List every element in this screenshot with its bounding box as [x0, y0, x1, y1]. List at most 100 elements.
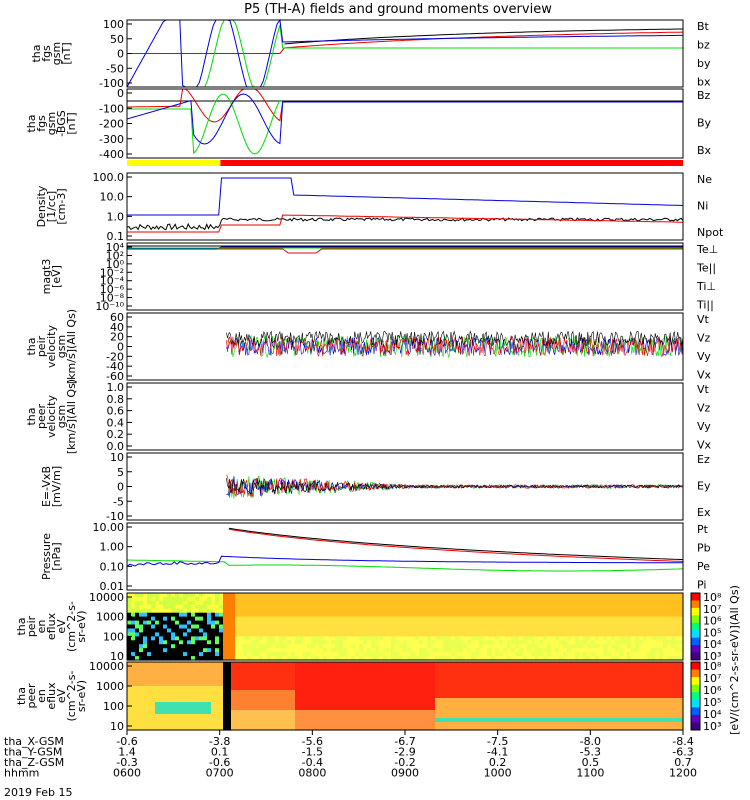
spectrogram-cell: [187, 648, 192, 653]
spectrogram-cell: [151, 616, 156, 622]
spectrogram-cell: [131, 616, 136, 622]
spectrogram-cell: [371, 612, 376, 618]
spectrogram-cell: [491, 608, 496, 614]
spectrogram-cell: [183, 682, 188, 687]
spectrogram-cell: [543, 596, 548, 602]
spectrogram-cell: [431, 636, 436, 641]
spectrogram-cell: [211, 678, 216, 683]
spectrogram-cell: [415, 682, 420, 687]
spectrogram-cell: [343, 698, 348, 703]
spectrogram-cell: [551, 722, 556, 727]
spectrogram-cell: [235, 722, 240, 727]
spectrogram-cell: [615, 593, 620, 598]
spectrogram-cell: [483, 644, 488, 649]
spectrogram-cell: [411, 690, 416, 695]
spectrogram-cell: [171, 632, 176, 637]
spectrogram-cell: [635, 628, 640, 633]
spectrogram-cell: [559, 690, 564, 695]
spectrogram-cell: [643, 604, 648, 610]
spectrogram-cell: [623, 678, 628, 683]
spectrogram-cell: [143, 686, 148, 691]
spectrogram-cell: [543, 616, 548, 622]
spectrogram-cell: [515, 670, 520, 675]
spectrogram-cell: [175, 678, 180, 683]
spectrogram-cell: [631, 593, 636, 598]
spectrogram-cell: [455, 682, 460, 687]
spectrogram-cell: [131, 652, 136, 657]
spectrogram-cell: [611, 636, 616, 641]
spectrogram-cell: [483, 628, 488, 633]
spectrogram-cell: [139, 632, 144, 637]
spectrogram-cell: [207, 662, 212, 667]
spectrogram-cell: [295, 710, 300, 715]
spectrogram-cell: [227, 616, 232, 622]
spectrogram-cell: [211, 620, 216, 626]
spectrogram-cell: [539, 674, 544, 679]
spectrogram-cell: [227, 593, 232, 598]
spectrogram-cells: [127, 662, 684, 731]
spectrogram-cell: [651, 616, 656, 622]
spectrogram-cell: [171, 620, 176, 626]
spectrogram-cell: [535, 706, 540, 711]
spectrogram-cell: [367, 690, 372, 695]
spectrogram-cell: [511, 678, 516, 683]
spectrogram-cell: [467, 702, 472, 707]
spectrogram-cell: [587, 600, 592, 606]
spectrogram-cell: [463, 632, 468, 637]
spectrogram-cell: [339, 596, 344, 602]
y-tick-label: 0.6: [107, 405, 125, 418]
spectrogram-cell: [203, 652, 208, 657]
spectrogram-cell: [243, 662, 248, 667]
spectrogram-cell: [519, 662, 524, 667]
spectrogram-cell: [643, 726, 648, 731]
spectrogram-cell: [375, 624, 380, 629]
spectrogram-cell: [383, 616, 388, 622]
spectrogram-cell: [255, 706, 260, 711]
spectrogram-cell: [275, 648, 280, 653]
y-tick-label: 10: [110, 451, 124, 464]
spectrogram-cell: [439, 718, 444, 723]
spectrogram-cell: [259, 710, 264, 715]
y-axis-label: [nT]: [60, 42, 73, 64]
spectrogram-cell: [207, 674, 212, 679]
y-tick-label: 1000: [96, 611, 124, 624]
spectrogram-cell: [419, 612, 424, 618]
spectrogram-cell: [395, 636, 400, 641]
spectrogram-cell: [259, 722, 264, 727]
spectrogram-cell: [667, 608, 672, 614]
spectrogram-cell: [167, 624, 172, 629]
spectrogram-cell: [223, 620, 228, 626]
spectrogram-cell: [259, 632, 264, 637]
spectrogram-cell: [679, 652, 684, 657]
spectrogram-cell: [567, 612, 572, 618]
spectrogram-cell: [679, 600, 684, 606]
spectrogram-cell: [287, 670, 292, 675]
spectrogram-cell: [523, 640, 528, 645]
spectrogram-cell: [443, 662, 448, 667]
spectrogram-cell: [431, 644, 436, 649]
spectrogram-cell: [615, 616, 620, 622]
spectrogram-cell: [651, 694, 656, 699]
spectrogram-cell: [455, 718, 460, 723]
spectrogram-cell: [483, 620, 488, 626]
y-axis-label: velocity: [45, 325, 58, 368]
spectrogram-cell: [315, 644, 320, 649]
spectrogram-cell: [487, 702, 492, 707]
spectrogram-cell: [407, 726, 412, 731]
spectrogram-cell: [295, 600, 300, 606]
spectrogram-cell: [387, 600, 392, 606]
spectrogram-cell: [383, 648, 388, 653]
spectrogram-cell: [403, 718, 408, 723]
spectrogram-cell: [423, 656, 428, 661]
spectrogram-cell: [319, 640, 324, 645]
series-Pb: [228, 528, 684, 562]
spectrogram-cell: [219, 640, 224, 645]
spectrogram-cell: [667, 593, 672, 598]
spectrogram-cell: [207, 652, 212, 657]
spectrogram-cell: [447, 662, 452, 667]
spectrogram-cell: [319, 620, 324, 626]
spectrogram-cell: [559, 702, 564, 707]
spectrogram-cell: [291, 648, 296, 653]
spectrogram-cell: [303, 593, 308, 598]
spectrogram-cell: [575, 678, 580, 683]
